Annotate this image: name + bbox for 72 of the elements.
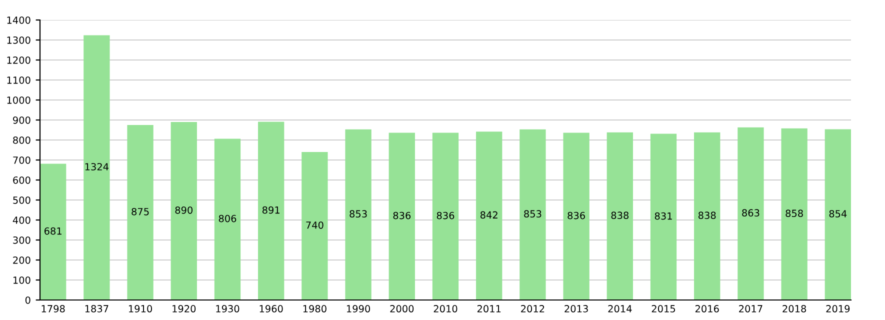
x-tick-label: 1798 [42,305,65,312]
y-tick-label: 300 [13,236,30,244]
bar [650,134,677,300]
y-tick-label: 800 [13,136,30,144]
data-label: 890 [175,206,193,214]
y-tick-label: 1000 [7,96,30,104]
bar [520,129,546,300]
x-tick-label: 2019 [826,305,850,312]
bar [606,132,633,300]
bar [781,128,808,300]
bar [432,132,459,300]
data-label: 1324 [85,163,109,170]
y-tick-label: 1200 [7,56,30,64]
data-label: 740 [306,221,324,229]
y-tick-label: 200 [13,256,30,264]
bar [738,127,764,300]
x-tick-label: 2015 [652,305,676,312]
data-label: 842 [480,211,498,219]
x-tick-label: 1910 [128,305,152,312]
data-label: 806 [218,214,236,222]
x-tick-label: 2014 [608,305,632,312]
data-label: 891 [262,206,280,214]
data-label: 838 [698,212,716,220]
x-tick-label: 2012 [521,305,544,312]
y-tick-label: 100 [13,276,30,284]
y-tick-label: 600 [13,176,30,184]
data-label: 836 [568,212,585,220]
y-tick-label: 0 [25,296,30,304]
y-tick-label: 1300 [7,36,30,44]
y-tick-label: 500 [13,196,30,204]
x-tick-label: 2016 [695,305,719,312]
bar [84,35,110,300]
bar [214,138,241,300]
bar [127,125,154,300]
data-label: 854 [829,210,847,218]
x-tick-label: 2017 [739,305,762,312]
x-tick-label: 1990 [346,305,370,312]
bar [563,132,590,300]
data-label: 836 [393,212,411,220]
bar [40,164,66,300]
data-label: 831 [654,212,672,220]
bar [302,152,328,300]
bar [476,132,502,300]
y-tick-label: 1400 [7,16,30,24]
bar [258,122,284,300]
bar [694,132,720,300]
data-label: 681 [44,227,62,235]
x-tick-label: 2011 [477,305,501,312]
bar [345,129,372,300]
data-label: 853 [524,210,542,218]
bar [824,129,851,300]
x-tick-label: 2018 [782,305,806,312]
x-tick-label: 1920 [172,305,196,312]
data-label: 858 [786,210,803,218]
data-label: 838 [611,212,629,220]
y-tick-label: 700 [13,156,30,164]
x-tick-label: 1960 [260,305,283,312]
data-label: 863 [742,209,760,217]
x-tick-label: 2010 [434,305,458,312]
data-label: 836 [436,212,454,220]
data-label: 853 [350,210,367,218]
x-tick-label: 2000 [390,305,414,312]
y-tick-label: 400 [12,216,30,224]
bar [170,122,197,300]
y-tick-label: 900 [13,116,30,124]
x-tick-label: 1930 [216,305,240,312]
data-label: 875 [132,208,149,216]
bar [388,132,415,300]
x-tick-label: 1980 [303,305,326,312]
x-tick-label: 1837 [85,305,108,312]
y-tick-label: 1100 [7,76,30,84]
x-tick-label: 2013 [564,305,588,312]
